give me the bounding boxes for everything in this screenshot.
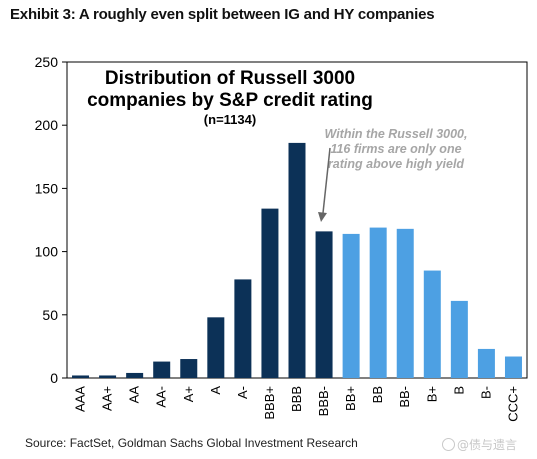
- y-axis: 0 50 100 150 200 250: [35, 54, 67, 386]
- x-tick-label: B-: [478, 386, 493, 399]
- weibo-icon: [442, 438, 455, 451]
- y-tick-label: 100: [35, 244, 59, 260]
- bar-bb-minus: [396, 228, 414, 378]
- chart-title-line-1: Distribution of Russell 3000: [105, 68, 355, 89]
- bar-bb-plus: [342, 233, 360, 378]
- bar-bb: [369, 227, 387, 378]
- chart-subtitle: (n=1134): [204, 112, 256, 127]
- x-tick-label: BBB: [289, 386, 304, 412]
- bar-a: [207, 317, 225, 378]
- x-tick-label: B: [451, 386, 466, 395]
- x-tick-label: AA+: [100, 386, 115, 411]
- y-tick-label: 150: [35, 180, 59, 196]
- x-tick-label: A-: [235, 386, 250, 399]
- x-tick-label: AA-: [154, 386, 169, 408]
- watermark-text: @债与遗言: [457, 438, 518, 452]
- x-tick-label: CCC+: [505, 386, 520, 422]
- bar-ccc-plus: [504, 356, 522, 378]
- y-tick-label: 0: [50, 370, 58, 386]
- bar-aa: [126, 372, 144, 378]
- chart-title-line-2: companies by S&P credit rating: [87, 90, 373, 111]
- bar-a-minus: [234, 279, 252, 378]
- y-tick-label: 200: [35, 117, 59, 133]
- annotation-line-1: Within the Russell 3000,: [325, 127, 468, 141]
- watermark: @债与遗言: [442, 436, 517, 453]
- x-tick-label: AA: [127, 386, 142, 404]
- x-tick-label: A: [208, 386, 223, 395]
- x-tick-label: BB+: [343, 386, 358, 411]
- x-tick-label: B+: [424, 386, 439, 402]
- x-tick-label: BB: [370, 386, 385, 403]
- x-tick-label: BBB+: [262, 386, 277, 420]
- x-tick-label: BBB-: [316, 386, 331, 416]
- x-tick-label: AAA: [73, 386, 88, 412]
- bar-a-plus: [180, 359, 198, 378]
- bar-b: [450, 300, 468, 378]
- x-tick-label: A+: [181, 386, 196, 402]
- bar-bbb: [288, 142, 306, 378]
- annotation-arrow: [318, 147, 331, 222]
- bar-bbb-minus: [315, 231, 333, 378]
- annotation-line-2: 116 firms are only one: [330, 142, 461, 156]
- bar-bbb-plus: [261, 208, 279, 378]
- annotation-line-3: rating above high yield: [328, 157, 464, 171]
- source-note: Source: FactSet, Goldman Sachs Global In…: [25, 436, 358, 450]
- y-tick-label: 250: [35, 54, 59, 70]
- bar-b-minus: [477, 348, 495, 378]
- bar-aa-plus: [99, 375, 117, 378]
- x-tick-label: BB-: [397, 386, 412, 408]
- bars-group: [72, 142, 522, 378]
- y-tick-label: 50: [42, 307, 58, 323]
- exhibit-title: Exhibit 3: A roughly even split between …: [10, 6, 435, 23]
- x-axis-labels: AAA AA+ AA AA- A+ A A- BBB+ BBB BBB- BB+ BB BB- B+ B B-…: [73, 386, 521, 422]
- bar-aaa: [72, 375, 90, 378]
- bar-aa-minus: [153, 361, 171, 378]
- bar-b-plus: [423, 270, 441, 378]
